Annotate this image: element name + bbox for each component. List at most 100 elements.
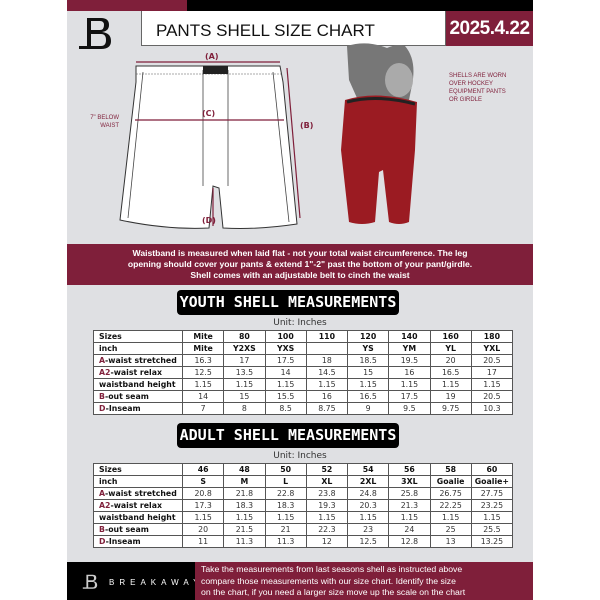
table-cell: 46 bbox=[181, 463, 225, 476]
footer-line: on the chart, if you need a larger size … bbox=[201, 587, 466, 597]
table-cell: 15 bbox=[346, 366, 390, 379]
table-cell: 22.3 bbox=[305, 523, 349, 536]
table-cell: YM bbox=[388, 342, 431, 355]
table-row: inch Mite Y2XS YXS YS YM YL YXL bbox=[93, 342, 514, 355]
table-cell: 16.3 bbox=[181, 354, 225, 367]
table-cell: 50 bbox=[264, 463, 307, 476]
table-cell: 12.8 bbox=[388, 535, 431, 548]
table-cell: 60 bbox=[470, 463, 514, 476]
breakaway-logo-icon bbox=[79, 18, 111, 49]
table-cell: 8 bbox=[223, 402, 266, 415]
belt-buckle-icon bbox=[203, 66, 228, 74]
table-cell: Goalie bbox=[429, 475, 472, 488]
table-row: Sizes Mite 80 100 110 120 140 160 180 bbox=[93, 330, 514, 343]
measurement-letter: D bbox=[99, 403, 106, 413]
table-cell: 9.5 bbox=[388, 402, 431, 415]
table-cell: YS bbox=[346, 342, 390, 355]
banner-line: Shell comes with an adjustable belt to c… bbox=[190, 270, 410, 280]
row-label-text: -out seam bbox=[104, 391, 149, 401]
table-cell: 22.8 bbox=[264, 487, 307, 500]
table-cell: 24 bbox=[388, 523, 431, 536]
table-cell: 16.5 bbox=[346, 390, 390, 403]
table-cell: 1.15 bbox=[305, 378, 349, 391]
table-cell: 25 bbox=[429, 523, 472, 536]
table-cell: 100 bbox=[264, 330, 307, 343]
note-line: OR GIRDLE bbox=[449, 97, 483, 103]
size-chart-page: PANTS SHELL SIZE CHART 2025.4.22 (A) (C)… bbox=[67, 0, 533, 600]
table-cell: 26.75 bbox=[429, 487, 472, 500]
table-cell: 19 bbox=[429, 390, 472, 403]
table-cell: L bbox=[264, 475, 307, 488]
note-line: WAIST bbox=[100, 123, 119, 129]
row-label-text: -Inseam bbox=[105, 403, 141, 413]
table-cell: 1.15 bbox=[181, 511, 225, 524]
table-cell: 19.3 bbox=[305, 499, 349, 512]
table-cell: 25.8 bbox=[388, 487, 431, 500]
top-bar bbox=[187, 0, 533, 11]
table-cell: 1.15 bbox=[264, 378, 307, 391]
row-label: D-Inseam bbox=[93, 402, 183, 415]
table-cell: 18.3 bbox=[264, 499, 307, 512]
table-cell: 52 bbox=[305, 463, 349, 476]
row-label-text: -out seam bbox=[104, 524, 149, 534]
table-cell: 56 bbox=[388, 463, 431, 476]
label-d: (D) bbox=[202, 216, 216, 225]
table-cell: 19.5 bbox=[388, 354, 431, 367]
table-cell: 9 bbox=[346, 402, 390, 415]
page-title: PANTS SHELL SIZE CHART bbox=[141, 11, 446, 46]
table-row: inch S M L XL 2XL 3XL Goalie Goalie+ bbox=[93, 475, 514, 488]
youth-unit-label: Unit: Inches bbox=[273, 318, 327, 328]
shells-worn-note: SHELLS ARE WORN OVER HOCKEY EQUIPMENT PA… bbox=[449, 72, 506, 104]
table-cell: Goalie+ bbox=[470, 475, 514, 488]
table-row: D-Inseam 11 11.3 11.3 12 12.5 12.8 13 13.25 bbox=[93, 535, 514, 548]
table-cell: 58 bbox=[429, 463, 472, 476]
row-label: A-waist stretched bbox=[93, 354, 183, 367]
table-cell: 3XL bbox=[388, 475, 431, 488]
label-a: (A) bbox=[205, 52, 219, 61]
row-label: B-out seam bbox=[93, 390, 183, 403]
table-cell: 1.15 bbox=[429, 378, 472, 391]
table-cell: 12.5 bbox=[181, 366, 225, 379]
note-line: EQUIPMENT PANTS bbox=[449, 89, 506, 95]
date-badge: 2025.4.22 bbox=[446, 11, 533, 46]
table-cell: 21.5 bbox=[223, 523, 266, 536]
table-cell: 23.8 bbox=[305, 487, 349, 500]
table-cell: M bbox=[223, 475, 266, 488]
table-cell: 23.25 bbox=[470, 499, 514, 512]
row-label: B-out seam bbox=[93, 523, 183, 536]
table-cell: 48 bbox=[223, 463, 266, 476]
row-label: A2-waist relax bbox=[93, 366, 183, 379]
table-cell: 1.15 bbox=[388, 511, 431, 524]
table-cell: 10.3 bbox=[470, 402, 514, 415]
table-cell: 11.3 bbox=[264, 535, 307, 548]
table-cell: 20 bbox=[181, 523, 225, 536]
footer-instructions: Take the measurements from last seasons … bbox=[195, 562, 533, 600]
table-cell: 16 bbox=[305, 390, 349, 403]
adult-size-table: Sizes 46 48 50 52 54 56 58 60 inch S M L XL 2XL 3XL Goal… bbox=[93, 463, 514, 548]
table-cell: S bbox=[181, 475, 225, 488]
table-cell: Mite bbox=[181, 330, 225, 343]
table-cell: 16 bbox=[388, 366, 431, 379]
row-label-text: Sizes bbox=[99, 331, 122, 341]
table-cell: YXL bbox=[470, 342, 514, 355]
note-line: SHELLS ARE WORN bbox=[449, 73, 507, 79]
measurement-letter: A2 bbox=[99, 367, 111, 377]
table-cell: 20 bbox=[429, 354, 472, 367]
table-cell: Y2XS bbox=[223, 342, 266, 355]
row-label-text: -Inseam bbox=[105, 536, 141, 546]
label-b: (B) bbox=[300, 121, 314, 130]
row-label: inch bbox=[93, 342, 183, 355]
table-cell: 13 bbox=[429, 535, 472, 548]
row-label-text: -waist stretched bbox=[105, 355, 177, 365]
table-cell: 1.15 bbox=[470, 511, 514, 524]
table-cell: 17.3 bbox=[181, 499, 225, 512]
table-cell: 15.5 bbox=[264, 390, 307, 403]
table-cell: 20.3 bbox=[346, 499, 390, 512]
table-cell: 120 bbox=[346, 330, 390, 343]
table-cell: 140 bbox=[388, 330, 431, 343]
note-line: OVER HOCKEY bbox=[449, 81, 494, 87]
table-row: waistband height 1.15 1.15 1.15 1.15 1.15 1.15… bbox=[93, 511, 514, 524]
measuring-instructions-banner: Waistband is measured when laid flat - n… bbox=[67, 244, 533, 285]
table-cell: 9.75 bbox=[429, 402, 472, 415]
measurement-letter: A bbox=[99, 355, 106, 365]
